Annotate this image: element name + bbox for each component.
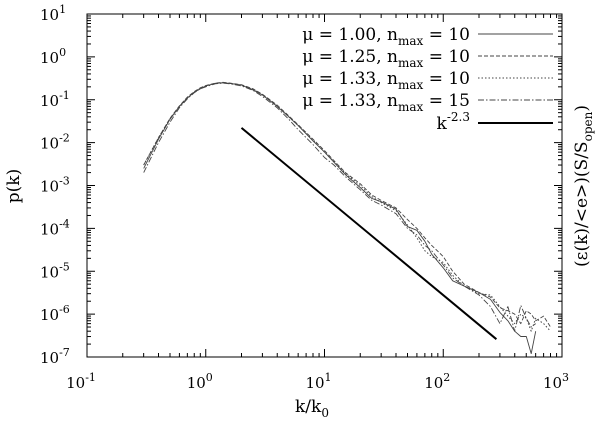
tick-labels: 10-1 100 101 102 103 101 100 10-1 10-2 10-3 10-4 10… [40,3,569,392]
x-tick-label: 102 [424,371,450,392]
y2-axis-title: (ε(k)/<e>)(S/Sopen) [572,105,595,267]
y-tick-label: 100 [40,46,66,67]
x-tick-label: 10-1 [66,371,96,392]
legend-label-1: μ = 1.00, nmax = 10 [302,25,470,48]
y-tick-label: 10-7 [40,346,70,367]
y-tick-label: 10-1 [40,89,70,110]
x-axis-title: k/k0 [295,397,329,420]
x-tick-label: 101 [305,371,331,392]
legend-label-4: μ = 1.33, nmax = 15 [302,91,470,114]
legend-label-3: μ = 1.33, nmax = 10 [302,69,470,92]
legend-label-2: μ = 1.25, nmax = 10 [302,47,470,70]
x-tick-label: 100 [187,371,213,392]
y-tick-label: 10-4 [40,217,70,238]
y-tick-label: 101 [40,3,66,24]
series-line-3 [143,82,551,332]
y-tick-label: 10-5 [40,260,70,281]
series-line-1 [143,82,537,355]
y-tick-label: 10-2 [40,132,70,153]
y-tick-label: 10-3 [40,175,70,196]
y-axis-title: p(k) [4,169,24,203]
series-line-4 [143,82,536,332]
series-layer [143,81,551,355]
legend-label-5: k-2.3 [437,110,470,134]
series-line-5 [240,127,498,340]
y-tick-label: 10-6 [40,303,70,324]
series-line-2 [143,81,551,328]
plot-frame [86,13,563,358]
axis-ticks [86,14,562,358]
x-tick-label: 103 [543,371,569,392]
legend: μ = 1.00, nmax = 10μ = 1.25, nmax = 10μ … [302,25,553,134]
